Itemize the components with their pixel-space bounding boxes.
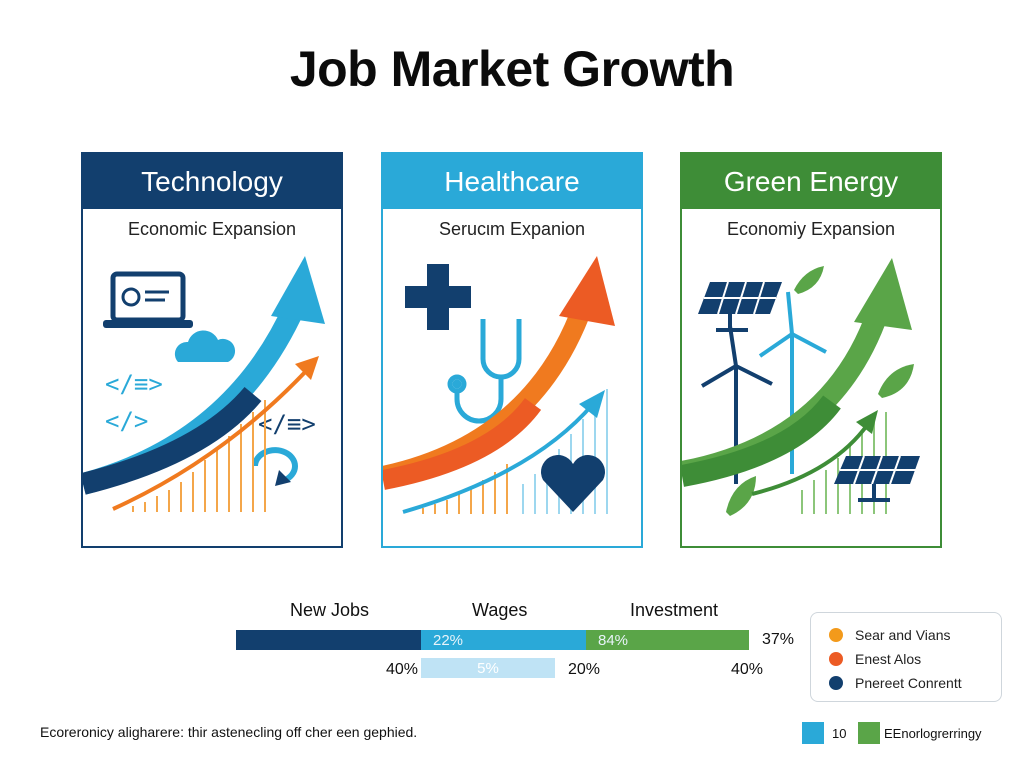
trend-arrow-secondary xyxy=(751,422,870,496)
code-icon: </≡> </> xyxy=(105,370,163,435)
panel-header-technology: Technology xyxy=(83,154,341,209)
bar-header-investment: Investment xyxy=(630,600,719,620)
footnote: Ecoreronicy aligharere: thir astenecling… xyxy=(40,724,418,740)
leaf-icon-3 xyxy=(726,476,756,516)
trend-arrow-orange xyxy=(112,367,310,511)
laptop-icon xyxy=(103,271,193,328)
panel-header-healthcare: Healthcare xyxy=(383,154,641,209)
svg-text:</≡>: </≡> xyxy=(105,370,163,398)
code-icon-2: </≡> xyxy=(258,410,316,438)
bar-segment-wages: 22% xyxy=(421,630,586,650)
green-energy-growth-illustration xyxy=(682,258,920,516)
legend-dot xyxy=(829,652,843,666)
row2-value: 40% xyxy=(731,661,764,678)
panel-subtitle: Economic Expansion xyxy=(127,219,297,239)
bar-header-new-jobs: New Jobs xyxy=(290,600,370,620)
panel-title: Green Energy xyxy=(723,165,899,197)
row2-value: 40% xyxy=(386,661,419,678)
panel-title: Healthcare xyxy=(444,165,580,197)
solar-panel-icon xyxy=(698,281,782,332)
panel-subtitle: Economiy Expansion xyxy=(726,219,896,239)
stethoscope-icon xyxy=(447,319,522,424)
bottom-legend-label: 10 xyxy=(832,726,847,741)
solar-panel-icon-2 xyxy=(834,455,920,502)
bar-segment-new-jobs xyxy=(236,630,421,650)
bar-segment-label: 22% xyxy=(433,631,464,649)
svg-text:</>: </> xyxy=(105,407,148,435)
legend-dot xyxy=(829,628,843,642)
bottom-legend-swatch xyxy=(802,722,824,744)
healthcare-growth-illustration xyxy=(383,256,615,514)
row2-value: 5% xyxy=(477,659,499,677)
panel-title: Technology xyxy=(141,165,283,197)
trend-arrow-blue xyxy=(402,402,595,514)
legend: Sear and Vians Enest Alos Pnereet Conren… xyxy=(810,612,1002,702)
bar-header-wages: Wages xyxy=(472,600,528,620)
panel-green-energy: Green Energy Economiy Expansion xyxy=(680,152,942,548)
page-title: Job Market Growth xyxy=(289,41,735,97)
row2-highlight-cell: 5% xyxy=(421,658,555,678)
panel-header-green-energy: Green Energy xyxy=(682,154,940,209)
wind-turbine-icon-2 xyxy=(758,291,827,474)
leaf-icon xyxy=(794,266,824,294)
technology-growth-illustration: </≡> </> </≡> xyxy=(83,256,325,512)
bottom-legend-label: EEnorlogrerringy xyxy=(884,726,982,741)
legend-label: Pnereet Conrentt xyxy=(855,675,962,691)
medical-cross-icon xyxy=(405,264,471,330)
cloud-icon xyxy=(174,330,236,362)
bottom-legend-swatch xyxy=(858,722,880,744)
legend-label: Enest Alos xyxy=(855,651,922,667)
panel-technology: Technology Economic Expansion </≡> </> <… xyxy=(81,152,343,548)
legend-label: Sear and Vians xyxy=(855,627,951,643)
bar-end-label: 37% xyxy=(762,631,795,648)
legend-item: Pnereet Conrentt xyxy=(829,675,962,691)
refresh-icon xyxy=(252,447,298,486)
growth-bars xyxy=(132,400,266,512)
panel-healthcare: Healthcare Serucιm Expanion xyxy=(381,152,643,548)
panel-subtitle: Serucιm Expanion xyxy=(438,219,586,239)
bar-segment-label: 84% xyxy=(598,631,629,649)
bar-segment-investment: 84% xyxy=(586,630,749,650)
legend-item: Enest Alos xyxy=(829,651,921,667)
legend-item: Sear and Vians xyxy=(829,627,950,643)
legend-dot xyxy=(829,676,843,690)
leaf-icon-2 xyxy=(878,364,914,398)
heart-icon xyxy=(541,455,605,512)
row2-value: 20% xyxy=(568,661,601,678)
